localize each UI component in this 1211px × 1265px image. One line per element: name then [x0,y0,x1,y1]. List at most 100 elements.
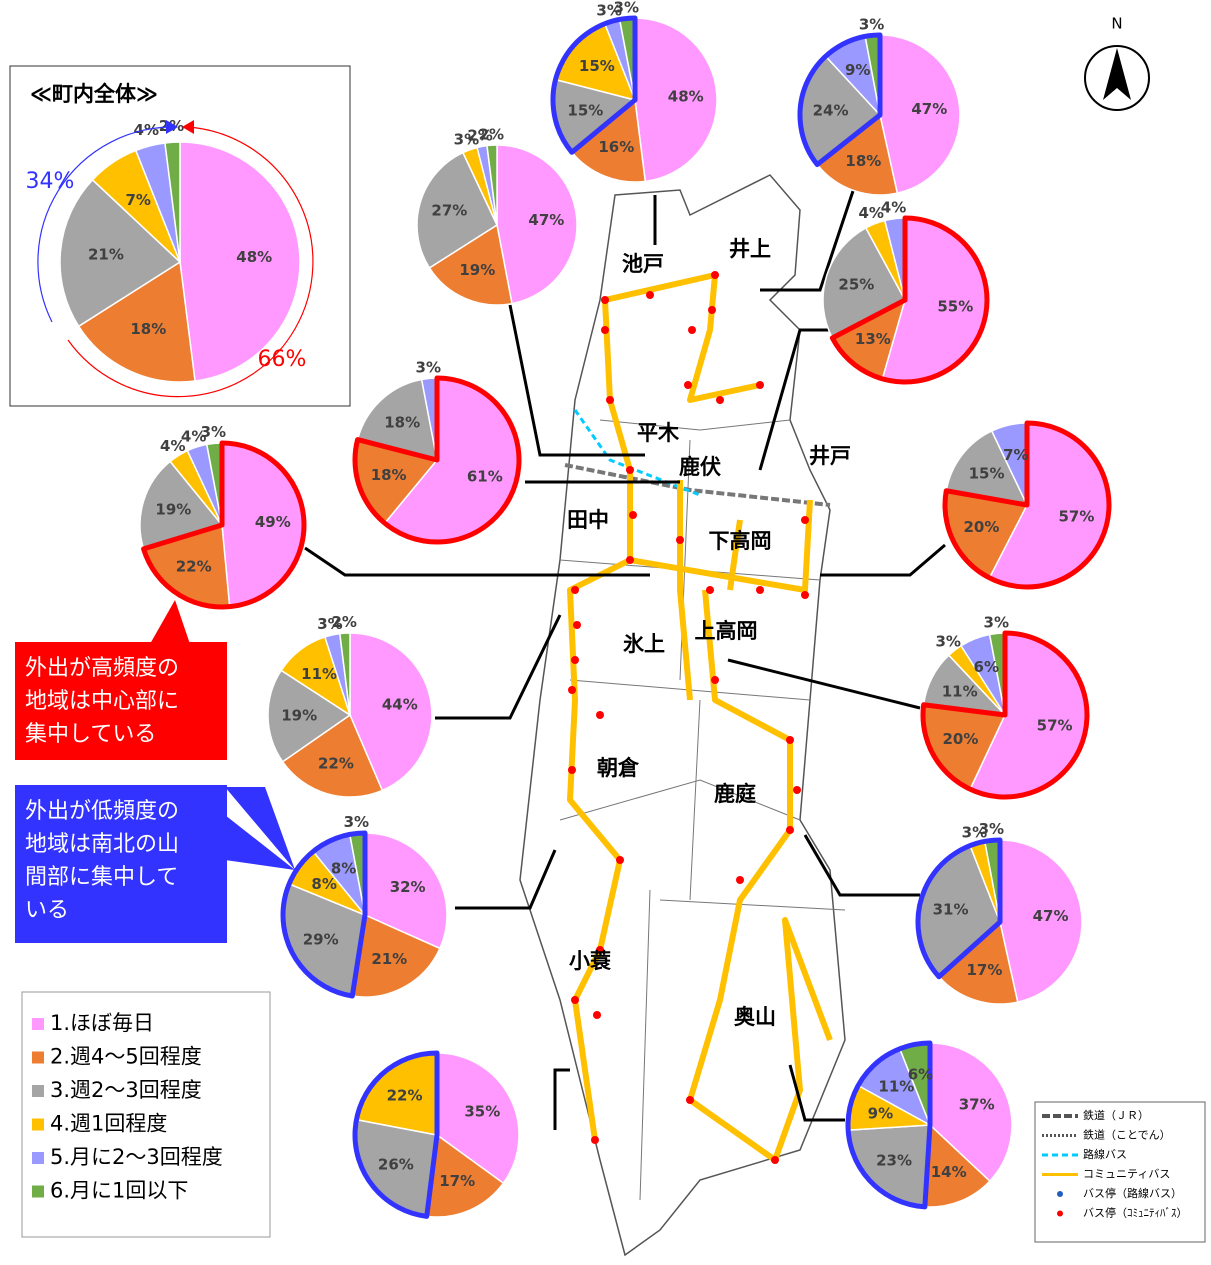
pie-label: 35% [464,1102,500,1120]
bus-stop [786,736,794,744]
pie-label: 8% [311,875,336,893]
pie-label: 3% [344,813,369,831]
pie-label: 47% [1033,907,1069,925]
callout-text: 集中している [25,722,156,747]
bus-stop [573,621,581,629]
pie-label: 49% [255,513,291,531]
pie-slice [281,713,384,798]
pie-label: 48% [236,248,272,266]
bus-stop [571,996,579,1004]
district-name: 井戸 [809,444,851,468]
pie-outline [915,837,1003,980]
pie-slice [496,144,578,305]
pie-label: 3% [984,613,1009,631]
pie-label: 31% [933,901,969,919]
legend-swatch [32,1118,44,1131]
pie-label: 19% [281,706,317,724]
map-legend-label: 鉄道（ことでん） [1083,1128,1171,1142]
pie-label: 6% [974,658,999,676]
district-name: 池戸 [622,252,664,276]
pie-label: 3% [416,358,441,376]
leader-line [727,658,921,710]
pie-label: 3% [201,423,226,441]
district-name: 下高岡 [709,529,772,553]
bus-stop [601,326,609,334]
pie-outline [352,375,522,545]
callout-text: 外出が低頻度の [25,799,179,824]
legend-label: 5.月に2～3回程度 [50,1145,223,1169]
pie-label: 15% [579,57,615,75]
bus-stops [568,271,809,1164]
pie-label: 21% [371,950,407,968]
pie-label: 57% [1037,717,1073,735]
pie-label: 18% [845,152,881,170]
pie-label: 6% [908,1066,933,1084]
pie-label: 55% [937,298,973,316]
pie-label: 23% [876,1151,912,1169]
pie-label: 22% [176,558,212,576]
pie-label: 11% [878,1077,914,1095]
community-bus-route [567,272,833,1163]
leader-line [508,304,645,457]
pie-outline [352,1050,440,1219]
pie-label: 3% [935,632,960,650]
north-arrow [1103,48,1131,100]
bus-stop [711,676,719,684]
pie-slice [179,141,301,382]
pie-label: 18% [384,413,420,431]
pie-label: 47% [528,211,564,229]
bus-stop [601,296,609,304]
district-name: 氷上 [623,632,665,656]
pie-label: 21% [88,245,124,263]
bus-stop [801,591,809,599]
leader-line [803,834,920,897]
pie-slice [351,913,441,998]
pie-label: 32% [390,878,426,896]
pie-label: 24% [813,102,849,120]
pie-slice [428,223,513,306]
callout-tail [225,815,295,870]
leader-line [760,169,862,292]
overall-frame [9,65,351,407]
pie-outline [280,830,368,999]
pie-slice [139,460,224,550]
pie-label: 19% [459,261,495,279]
callout-box [15,642,227,760]
bus-stop [684,381,692,389]
arrow-head [166,120,178,134]
pie-label: 26% [378,1155,414,1173]
bus-stop [676,536,684,544]
bus-stop [793,786,801,794]
pie-label: 61% [467,468,503,486]
legend-swatch [32,1152,44,1164]
bus-stop [771,1156,779,1164]
legend-swatch [32,1085,44,1097]
pie-slice [879,34,961,195]
pie-label: 20% [942,730,978,748]
pie-slice [364,832,448,950]
pie-label: 11% [301,665,337,683]
callout-text: 間部に集中して [25,865,178,890]
leader-line [553,1068,570,1130]
pie-label: 18% [130,320,166,338]
district-name: 鹿庭 [714,782,756,806]
map-legend-label: 鉄道（ＪＲ） [1083,1108,1149,1122]
pie-label: 4% [181,427,206,445]
bus-stop [706,586,714,594]
legend-label: 2.週4～5回程度 [50,1045,202,1069]
pie-label: 4% [858,204,883,222]
pie-label: 22% [318,754,354,772]
pie-label: 7% [1003,446,1028,464]
callout-text: いる [25,898,69,923]
map-legend-label: 路線バス [1083,1147,1127,1161]
pie-slice [816,113,899,196]
map-legend-label: コミュニティバス [1083,1168,1170,1181]
pie-slice [937,920,1019,1005]
pie-label: 3% [596,2,621,20]
pie-slice [929,1042,1013,1183]
leader-line [788,1064,845,1122]
bus-stop [786,826,794,834]
bus-stop [568,766,576,774]
pie-label: 9% [845,61,870,79]
bus-stop [716,396,724,404]
